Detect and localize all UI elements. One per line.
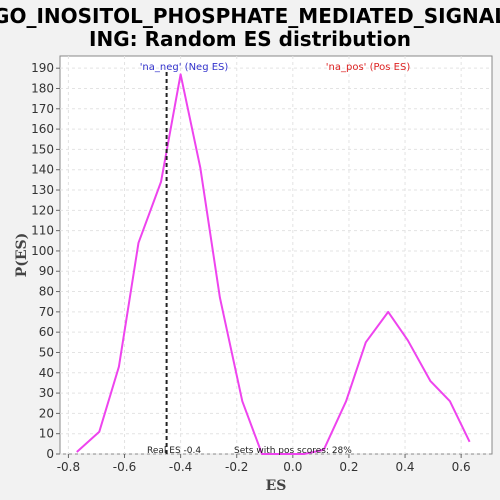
legend-neg-label: 'na_neg' (Neg ES) <box>140 62 229 73</box>
x-tick-label: -0.8 <box>57 460 80 474</box>
x-tick-label: 0.2 <box>339 460 358 474</box>
x-tick-label: -0.2 <box>225 460 248 474</box>
chart-title-line-2: ING: Random ES distribution <box>89 27 411 51</box>
plot-area <box>59 55 493 455</box>
y-tick-label: 60 <box>39 325 54 339</box>
x-tick-label: -0.4 <box>169 460 192 474</box>
x-axis-label: ES <box>266 478 287 494</box>
y-tick-label: 120 <box>31 203 54 217</box>
y-tick-label: 130 <box>31 183 54 197</box>
y-tick-label: 70 <box>39 305 54 319</box>
y-tick-label: 150 <box>31 142 54 156</box>
y-tick-label: 180 <box>31 81 54 95</box>
series-line <box>76 73 471 455</box>
y-tick-label: 160 <box>31 122 54 136</box>
y-tick-label: 90 <box>39 264 54 278</box>
y-tick-label: 100 <box>31 244 54 258</box>
legend-pos-label: 'na_pos' (Pos ES) <box>326 62 411 73</box>
pos-scores-annotation: Sets with pos scores: 28% <box>234 446 352 456</box>
y-tick-label: 20 <box>39 406 54 420</box>
y-tick-label: 80 <box>39 285 54 299</box>
y-tick-label: 190 <box>31 61 54 75</box>
y-axis-ticks: 0 10 20 30 40 50 60 70 80 90 100 110 120 130 140 150 160… <box>31 61 60 461</box>
y-tick-label: 170 <box>31 102 54 116</box>
x-tick-label: 0.6 <box>452 460 471 474</box>
y-tick-label: 110 <box>31 224 54 238</box>
chart-title-line-1: GO_INOSITOL_PHOSPHATE_MEDIATED_SIGNAL <box>0 4 500 28</box>
series-group <box>76 73 471 455</box>
y-axis-label: P(ES) <box>14 233 30 278</box>
real-es-annotation: Real ES -0.4 <box>147 446 201 456</box>
y-tick-label: 50 <box>39 345 54 359</box>
y-tick-label: 10 <box>39 427 54 441</box>
grid-lines <box>60 56 492 455</box>
x-tick-label: -0.6 <box>113 460 136 474</box>
x-tick-label: 0.4 <box>395 460 414 474</box>
y-tick-label: 140 <box>31 163 54 177</box>
y-tick-label: 30 <box>39 386 54 400</box>
y-tick-label: 0 <box>46 447 54 461</box>
y-tick-label: 40 <box>39 366 54 380</box>
x-tick-label: 0.0 <box>283 460 302 474</box>
x-axis-ticks: -0.8 -0.6 -0.4 -0.2 0.0 0.2 0.4 0.6 <box>57 454 471 474</box>
